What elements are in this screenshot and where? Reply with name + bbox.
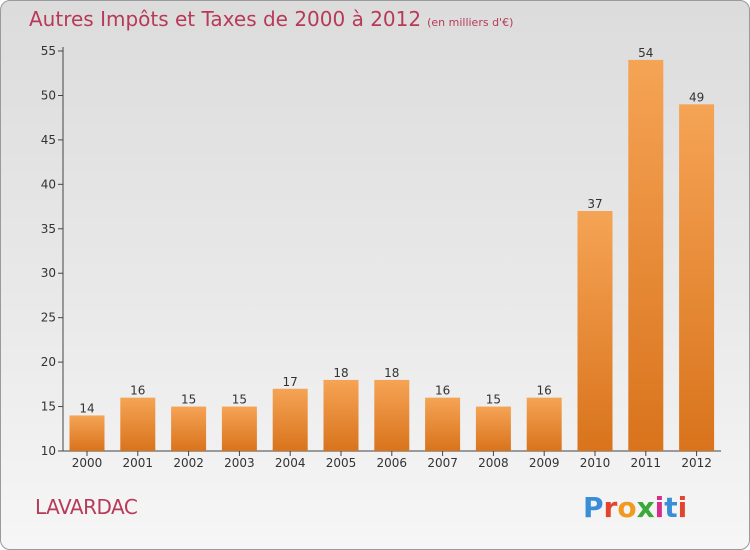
- data-label: 14: [79, 401, 94, 415]
- chart-title: Autres Impôts et Taxes de 2000 à 2012: [29, 7, 422, 31]
- chart-title-block: Autres Impôts et Taxes de 2000 à 2012 (en…: [29, 7, 513, 31]
- bars-group: [69, 59, 715, 452]
- x-tick-label: 2008: [478, 456, 509, 470]
- brand-letter: i: [677, 491, 688, 524]
- labels-group: 2000 14 2001 16 2002 15 2003 15 2004 17 2005 18 2006…: [72, 46, 712, 470]
- bar: [628, 59, 664, 452]
- x-tick-label: 2009: [529, 456, 560, 470]
- brand-letter: i: [654, 491, 665, 524]
- town-name: LAVARDAC: [35, 495, 138, 519]
- brand-letter: x: [636, 491, 655, 524]
- brand-logo[interactable]: Proxiti: [583, 491, 687, 524]
- x-tick-label: 2002: [173, 456, 204, 470]
- data-label: 16: [130, 384, 145, 398]
- data-label: 15: [486, 393, 501, 407]
- data-label: 37: [587, 197, 602, 211]
- y-tick-label: 30: [41, 266, 56, 280]
- data-label: 49: [689, 90, 704, 104]
- bar: [272, 388, 308, 451]
- y-tick-label: 25: [41, 311, 56, 325]
- bar: [120, 397, 156, 451]
- x-tick-label: 2005: [326, 456, 357, 470]
- y-tick-label: 55: [41, 44, 56, 58]
- bar: [577, 211, 613, 451]
- data-label: 16: [537, 384, 552, 398]
- brand-letter: P: [583, 491, 604, 524]
- bar: [221, 406, 257, 451]
- x-tick-label: 2007: [427, 456, 458, 470]
- x-tick-label: 2004: [275, 456, 306, 470]
- bar: [679, 104, 715, 451]
- bar: [374, 379, 410, 451]
- axes-group: 10 15 20 25 30 35 40 45 50 55: [41, 44, 721, 458]
- y-tick-label: 10: [41, 444, 56, 458]
- x-tick-label: 2000: [72, 456, 103, 470]
- bar: [475, 406, 511, 451]
- data-label: 15: [232, 393, 247, 407]
- y-tick-label: 45: [41, 133, 56, 147]
- data-label: 16: [435, 384, 450, 398]
- x-tick-label: 2010: [580, 456, 611, 470]
- chart-subtitle: (en milliers d'€): [427, 16, 514, 29]
- bar: [323, 379, 359, 451]
- y-tick-label: 50: [41, 88, 56, 102]
- brand-letter: o: [617, 491, 637, 524]
- x-tick-label: 2006: [377, 456, 408, 470]
- brand-letter: t: [664, 491, 678, 524]
- data-label: 54: [638, 46, 653, 60]
- y-tick-label: 15: [41, 400, 56, 414]
- bar: [171, 406, 207, 451]
- x-tick-label: 2003: [224, 456, 255, 470]
- bar: [526, 397, 562, 451]
- data-label: 18: [384, 366, 399, 380]
- x-tick-label: 2011: [631, 456, 662, 470]
- y-tick-label: 40: [41, 177, 56, 191]
- brand-letter: r: [603, 491, 618, 524]
- bar: [69, 415, 105, 451]
- x-tick-label: 2001: [123, 456, 154, 470]
- y-tick-label: 20: [41, 355, 56, 369]
- data-label: 15: [181, 393, 196, 407]
- data-label: 17: [283, 375, 298, 389]
- bar: [425, 397, 461, 451]
- data-label: 18: [333, 366, 348, 380]
- x-tick-label: 2012: [681, 456, 712, 470]
- y-tick-label: 35: [41, 222, 56, 236]
